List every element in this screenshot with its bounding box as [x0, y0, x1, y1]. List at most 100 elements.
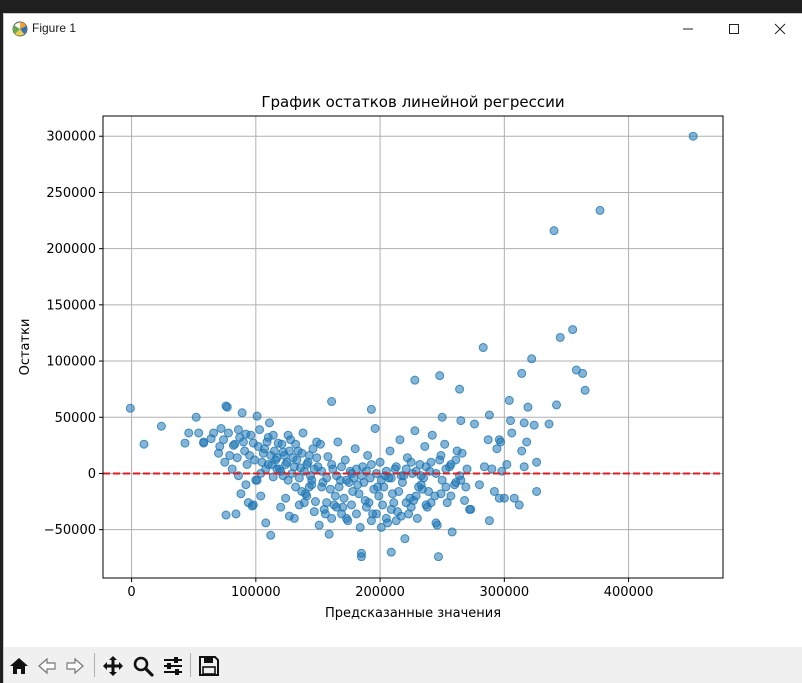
forward-button[interactable]: [62, 653, 88, 679]
pan-button[interactable]: [100, 653, 126, 679]
scatter-point: [386, 547, 396, 557]
scatter-point: [350, 444, 360, 454]
scatter-point: [457, 448, 467, 458]
y-tick-label: 100000: [46, 355, 96, 370]
scatter-point: [334, 482, 344, 492]
scatter-point: [580, 385, 590, 395]
scatter-point: [517, 368, 527, 378]
scatter-point: [386, 473, 396, 483]
scatter-point: [440, 439, 450, 449]
scatter-point: [395, 435, 405, 445]
floppy-disk-icon: [199, 656, 219, 676]
scatter-point: [370, 423, 380, 433]
y-tick-label: 150000: [46, 298, 96, 313]
scatter-point: [231, 509, 241, 519]
arrow-right-icon: [66, 657, 84, 675]
scatter-point: [337, 462, 347, 472]
scatter-point: [241, 480, 251, 490]
back-button[interactable]: [34, 653, 60, 679]
scatter-point: [552, 400, 562, 410]
scatter-point: [291, 439, 301, 449]
scatter-point: [366, 459, 376, 469]
scatter-point: [410, 426, 420, 436]
configure-subplots-button[interactable]: [160, 653, 186, 679]
scatter-point: [342, 475, 352, 485]
minimize-button[interactable]: [665, 14, 711, 44]
scatter-point: [437, 475, 447, 485]
scatter-point: [256, 491, 266, 501]
close-button[interactable]: [757, 14, 802, 44]
scatter-point: [346, 500, 356, 510]
scatter-point: [470, 419, 480, 429]
scatter-point: [529, 420, 539, 430]
scatter-point: [462, 464, 472, 474]
navigation-toolbar: [4, 647, 802, 683]
x-tick-label: 200000: [355, 585, 405, 600]
scatter-point: [327, 513, 337, 523]
scatter-point: [268, 430, 278, 440]
scatter-point: [323, 452, 333, 462]
scatter-point: [184, 428, 194, 438]
scatter-point: [420, 441, 430, 451]
scatter-point: [549, 226, 559, 236]
scatter-point: [406, 457, 416, 467]
scatter-point: [386, 504, 396, 514]
scatter-point: [517, 446, 527, 456]
zoom-button[interactable]: [130, 653, 156, 679]
y-axis-label: Остатки: [18, 319, 33, 376]
scatter-point: [544, 419, 554, 429]
title-bar[interactable]: Figure 1: [4, 14, 802, 44]
home-button[interactable]: [6, 653, 32, 679]
scatter-point: [191, 412, 201, 422]
scatter-point: [225, 450, 235, 460]
scatter-point: [262, 437, 272, 447]
scatter-point: [250, 455, 260, 465]
figure-canvas[interactable]: 0 100000 200000 300000 400000 −50000 0 50000 100…: [4, 44, 802, 652]
scatter-point: [281, 493, 291, 503]
x-tick-label: 100000: [231, 585, 281, 600]
scatter-point: [139, 439, 149, 449]
window-title: Figure 1: [32, 21, 77, 35]
scatter-point: [455, 384, 465, 394]
scatter-point: [294, 473, 304, 483]
scatter-point: [374, 491, 384, 501]
scatter-point: [240, 446, 250, 456]
maximize-button[interactable]: [711, 14, 757, 44]
scatter-point: [410, 375, 420, 385]
scatter-point: [483, 435, 493, 445]
scatter-point: [220, 457, 230, 467]
scatter-point: [412, 513, 422, 523]
scatter-point: [532, 486, 542, 496]
scatter-point: [366, 404, 376, 414]
scatter-point: [223, 428, 233, 438]
scatter-point: [519, 418, 529, 428]
scatter-point: [252, 475, 262, 485]
scatter-point: [446, 491, 456, 501]
scatter-point: [312, 453, 322, 463]
scatter-point: [400, 534, 410, 544]
save-button[interactable]: [196, 653, 222, 679]
scatter-point: [381, 513, 391, 523]
scatter-point: [688, 131, 698, 141]
scatter-point: [376, 522, 386, 532]
scatter-point: [272, 453, 282, 463]
scatter-point: [264, 418, 274, 428]
scatter-point: [401, 464, 411, 474]
scatter-point: [327, 397, 337, 407]
scatter-point: [436, 450, 446, 460]
y-tick-label: 50000: [55, 411, 96, 426]
figure-window: Figure 1 0 100000 200000 300000 400000 −50000…: [4, 14, 802, 683]
x-axis-label: Предсказанные значения: [325, 606, 501, 621]
scatter-point: [519, 462, 529, 472]
scatter-point: [484, 410, 494, 420]
scatter-point: [312, 437, 322, 447]
scatter-point: [555, 332, 565, 342]
scatter-point: [325, 484, 335, 494]
scatter-point: [523, 402, 533, 412]
scatter-point: [456, 416, 466, 426]
scatter-point: [489, 486, 499, 496]
scatter-point: [302, 459, 312, 469]
scatter-point: [125, 403, 135, 413]
scatter-point: [330, 491, 340, 501]
scatter-point: [433, 552, 443, 562]
